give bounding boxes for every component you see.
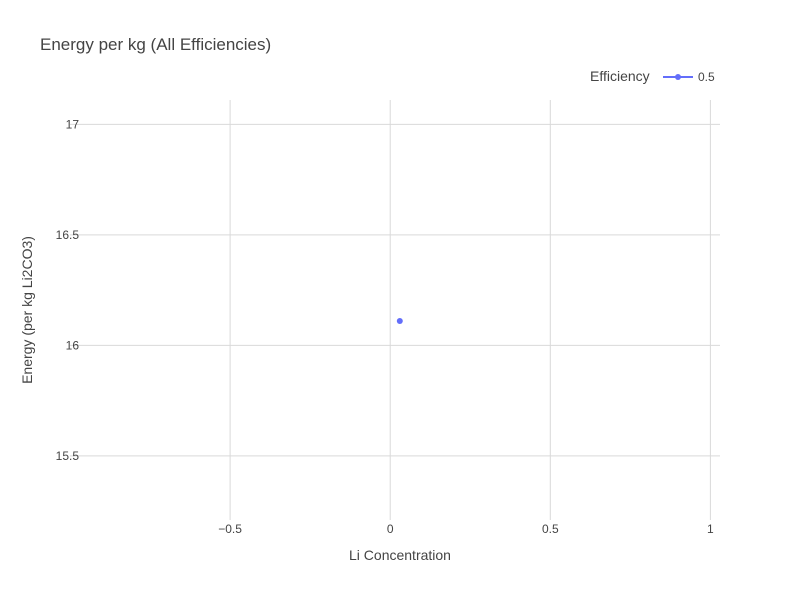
data-point[interactable] bbox=[396, 318, 403, 325]
y-tick-label: 16 bbox=[66, 338, 80, 352]
y-axis-title: Energy (per kg Li2CO3) bbox=[19, 236, 35, 384]
y-tick-labels: 15.5 16 16.5 17 bbox=[56, 117, 80, 463]
y-tick-label: 17 bbox=[66, 117, 80, 131]
legend[interactable]: Efficiency 0.5 bbox=[590, 68, 715, 84]
legend-title: Efficiency bbox=[590, 68, 650, 84]
y-grid bbox=[70, 123, 720, 457]
y-tick-label: 15.5 bbox=[56, 449, 80, 463]
chart-title: Energy per kg (All Efficiencies) bbox=[40, 35, 271, 54]
x-tick-label: 0 bbox=[387, 522, 394, 536]
legend-marker-swatch bbox=[675, 74, 681, 80]
y-tick-label: 16.5 bbox=[56, 228, 80, 242]
x-tick-label: −0.5 bbox=[218, 522, 242, 536]
x-tick-label: 1 bbox=[707, 522, 714, 536]
plot-area[interactable]: −0.5 0 0.5 1 15.5 16 16.5 17 bbox=[56, 100, 720, 536]
x-grid bbox=[229, 100, 711, 520]
series-layer bbox=[396, 318, 403, 325]
x-axis-title: Li Concentration bbox=[349, 547, 451, 563]
x-tick-label: 0.5 bbox=[542, 522, 559, 536]
legend-label: 0.5 bbox=[698, 70, 715, 84]
x-tick-labels: −0.5 0 0.5 1 bbox=[218, 522, 714, 536]
